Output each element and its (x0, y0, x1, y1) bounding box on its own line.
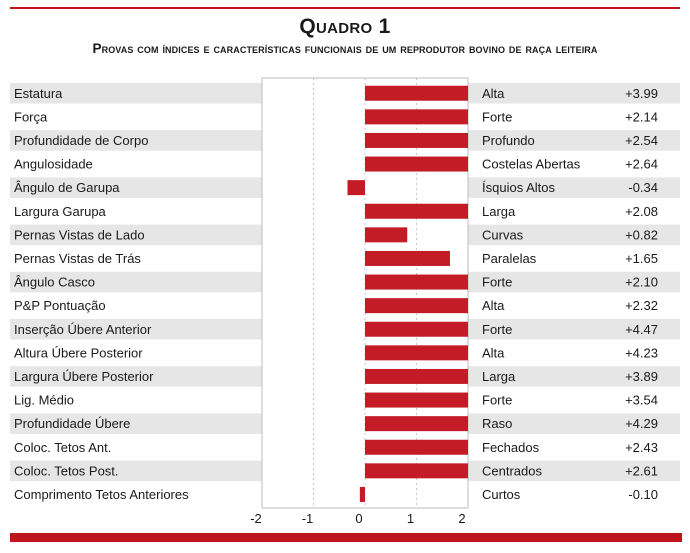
trait-label: Pernas Vistas de Trás (14, 251, 141, 266)
trait-label: P&P Pontuação (14, 298, 106, 313)
descriptor-label: Alta (482, 345, 505, 360)
value-label: +2.14 (625, 109, 658, 124)
trait-label: Coloc. Tetos Ant. (14, 440, 111, 455)
value-label: +4.29 (625, 416, 658, 431)
value-label: +3.99 (625, 86, 658, 101)
trait-label: Angulosidade (14, 157, 93, 172)
trait-label: Pernas Vistas de Lado (14, 227, 145, 242)
value-label: +2.64 (625, 157, 658, 172)
value-label: +2.10 (625, 275, 658, 290)
bar (365, 345, 468, 361)
trait-label: Largura Úbere Posterior (14, 369, 154, 384)
trait-label: Profundidade de Corpo (14, 133, 148, 148)
bar (365, 85, 468, 101)
trait-label: Altura Úbere Posterior (14, 345, 143, 360)
bar (365, 250, 450, 266)
descriptor-label: Fechados (482, 440, 540, 455)
descriptor-label: Larga (482, 369, 516, 384)
value-label: +0.82 (625, 227, 658, 242)
chart-title: Quadro 1 (299, 15, 391, 38)
value-label: -0.34 (628, 180, 658, 195)
descriptor-label: Profundo (482, 133, 535, 148)
bar (365, 321, 468, 337)
x-tick-label: 2 (458, 511, 465, 526)
bar (365, 274, 468, 290)
trait-label: Largura Garupa (14, 204, 107, 219)
bar (365, 156, 468, 172)
value-label: +4.47 (625, 322, 658, 337)
descriptor-label: Curtos (482, 487, 521, 502)
bar (365, 109, 468, 125)
value-label: -0.10 (628, 487, 658, 502)
bar (359, 486, 365, 502)
bar (365, 463, 468, 479)
descriptor-label: Curvas (482, 227, 524, 242)
descriptor-label: Forte (482, 109, 512, 124)
bar (365, 298, 468, 314)
trait-label: Ângulo Casco (14, 275, 95, 290)
descriptor-label: Larga (482, 204, 516, 219)
trait-label: Força (14, 109, 48, 124)
trait-label: Estatura (14, 86, 63, 101)
descriptor-label: Raso (482, 416, 512, 431)
value-label: +1.65 (625, 251, 658, 266)
bottom-rule (10, 533, 682, 542)
descriptor-label: Ísquios Altos (482, 180, 555, 195)
trait-label: Profundidade Úbere (14, 416, 130, 431)
value-label: +2.61 (625, 463, 658, 478)
trait-label: Coloc. Tetos Post. (14, 463, 119, 478)
bar (365, 203, 468, 219)
bar (365, 227, 408, 243)
chart-subtitle: Provas com índices e características fun… (92, 41, 598, 56)
bar (365, 368, 468, 384)
descriptor-label: Forte (482, 393, 512, 408)
top-rule (10, 7, 680, 9)
descriptor-label: Centrados (482, 463, 542, 478)
descriptor-label: Forte (482, 322, 512, 337)
trait-label: Lig. Médio (14, 393, 74, 408)
bar (365, 392, 468, 408)
value-label: +2.54 (625, 133, 658, 148)
bar (365, 439, 468, 455)
bar (365, 416, 468, 432)
value-label: +3.89 (625, 369, 658, 384)
descriptor-label: Alta (482, 86, 505, 101)
x-tick-label: -2 (250, 511, 262, 526)
value-label: +2.08 (625, 204, 658, 219)
value-label: +4.23 (625, 345, 658, 360)
value-label: +3.54 (625, 393, 658, 408)
x-tick-label: 0 (355, 511, 362, 526)
value-label: +2.32 (625, 298, 658, 313)
descriptor-label: Costelas Abertas (482, 157, 581, 172)
bar (365, 132, 468, 148)
descriptor-label: Alta (482, 298, 505, 313)
x-tick-label: -1 (302, 511, 314, 526)
descriptor-label: Forte (482, 275, 512, 290)
value-label: +2.43 (625, 440, 658, 455)
trait-label: Inserção Úbere Anterior (14, 322, 152, 337)
trait-label: Comprimento Tetos Anteriores (14, 487, 189, 502)
trait-label: Ângulo de Garupa (14, 180, 120, 195)
bar (347, 180, 365, 196)
x-tick-label: 1 (407, 511, 414, 526)
descriptor-label: Paralelas (482, 251, 537, 266)
